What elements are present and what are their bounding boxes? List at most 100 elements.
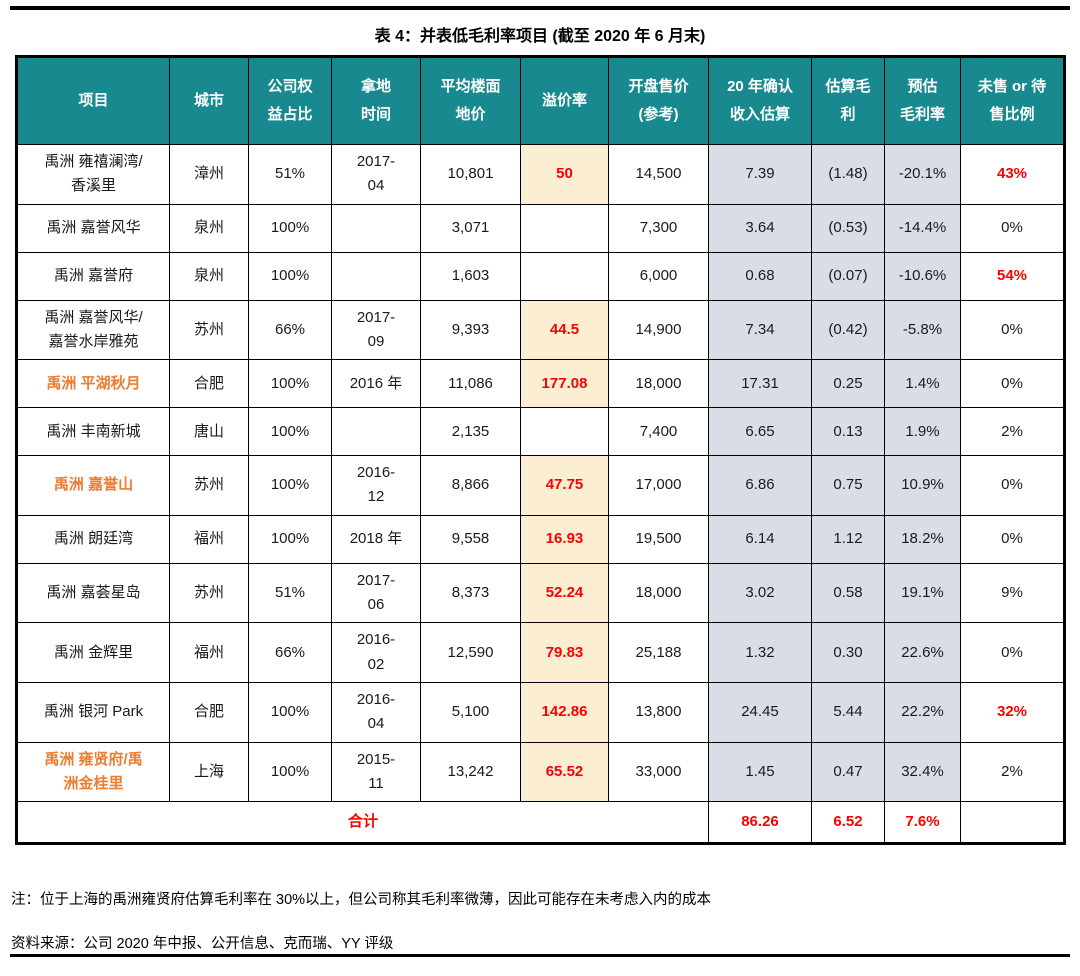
cell-opening-price: 33,000 — [608, 741, 709, 803]
cell-gross-profit: 0.30 — [811, 622, 885, 683]
cell-gross-profit: 1.12 — [811, 514, 885, 564]
cell-premium: 47.75 — [520, 455, 609, 516]
cell-opening-price: 25,188 — [608, 622, 709, 683]
cell-revenue: 6.86 — [708, 455, 812, 516]
cell-opening-price: 19,500 — [608, 514, 709, 564]
cell-city: 福州 — [169, 514, 249, 564]
cell-land-date: 2016- 02 — [331, 622, 421, 683]
cell-gross-margin: 10.9% — [884, 455, 961, 516]
cell-premium: 142.86 — [520, 681, 609, 743]
cell-land-date: 2017- 04 — [331, 144, 421, 205]
cell-unsold: 0% — [960, 622, 1065, 683]
cell-premium: 50 — [520, 144, 609, 205]
header-row: 项目 城市 公司权 益占比 拿地 时间 平均楼面 地价 溢价率 开盘售价 (参考) 20 年确… — [16, 56, 1065, 145]
cell-unsold: 54% — [960, 251, 1065, 301]
cell-floor-price: 9,393 — [420, 299, 521, 361]
cell-land-date: 2016 年 — [331, 359, 421, 409]
cell-gross-profit: 0.58 — [811, 562, 885, 624]
cell-floor-price: 12,590 — [420, 622, 521, 683]
cell-floor-price: 10,801 — [420, 144, 521, 205]
table-row: 禹洲 朗廷湾 福州 100% 2018 年 9,558 16.93 19,500 6.14 1.… — [16, 514, 1065, 564]
cell-land-date: 2017- 06 — [331, 562, 421, 624]
table-row: 禹洲 嘉誉府 泉州 100% 1,603 6,000 0.68 (0.07) -10.6% 54… — [16, 251, 1065, 301]
cell-opening-price: 7,400 — [608, 407, 709, 457]
cell-unsold: 0% — [960, 455, 1065, 516]
cell-city: 漳州 — [169, 144, 249, 205]
cell-floor-price: 3,071 — [420, 203, 521, 253]
cell-gross-margin: -10.6% — [884, 251, 961, 301]
cell-project: 禹洲 雍禧澜湾/ 香溪里 — [16, 144, 170, 205]
cell-gross-margin: -5.8% — [884, 299, 961, 361]
cell-floor-price: 5,100 — [420, 681, 521, 743]
cell-project: 禹洲 朗廷湾 — [16, 514, 170, 564]
total-row: 合计 86.26 6.52 7.6% — [16, 801, 1065, 845]
cell-unsold: 0% — [960, 359, 1065, 409]
table-row: 禹洲 雍贤府/禹 洲金桂里 上海 100% 2015- 11 13,242 65.52 33… — [16, 741, 1065, 803]
cell-opening-price: 17,000 — [608, 455, 709, 516]
cell-city: 上海 — [169, 741, 249, 803]
column-header-9: 估算毛 利 — [811, 56, 885, 145]
cell-city: 唐山 — [169, 407, 249, 457]
cell-gross-margin: 19.1% — [884, 562, 961, 624]
cell-premium: 16.93 — [520, 514, 609, 564]
cell-city: 福州 — [169, 622, 249, 683]
cell-revenue: 1.45 — [708, 741, 812, 803]
column-header-11: 未售 or 待 售比例 — [960, 56, 1065, 145]
cell-city: 苏州 — [169, 455, 249, 516]
cell-equity: 100% — [248, 741, 332, 803]
cell-premium: 44.5 — [520, 299, 609, 361]
cell-land-date: 2018 年 — [331, 514, 421, 564]
cell-revenue: 1.32 — [708, 622, 812, 683]
cell-city: 合肥 — [169, 681, 249, 743]
column-header-10: 预估 毛利率 — [884, 56, 961, 145]
cell-revenue: 6.65 — [708, 407, 812, 457]
cell-revenue: 7.39 — [708, 144, 812, 205]
cell-gross-profit: 0.13 — [811, 407, 885, 457]
cell-floor-price: 11,086 — [420, 359, 521, 409]
cell-unsold: 43% — [960, 144, 1065, 205]
cell-equity: 100% — [248, 251, 332, 301]
column-header-1: 项目 — [16, 56, 170, 145]
cell-land-date — [331, 203, 421, 253]
table-source: 资料来源：公司 2020 年中报、公开信息、克而瑞、YY 评级 — [11, 936, 394, 952]
cell-opening-price: 14,900 — [608, 299, 709, 361]
cell-revenue: 24.45 — [708, 681, 812, 743]
cell-equity: 100% — [248, 407, 332, 457]
cell-gross-profit: (0.53) — [811, 203, 885, 253]
cell-equity: 66% — [248, 299, 332, 361]
cell-equity: 100% — [248, 455, 332, 516]
cell-project: 禹洲 雍贤府/禹 洲金桂里 — [16, 741, 170, 803]
cell-unsold: 0% — [960, 299, 1065, 361]
cell-equity: 100% — [248, 359, 332, 409]
total-label: 合计 — [16, 801, 709, 845]
cell-unsold: 2% — [960, 407, 1065, 457]
table-row: 禹洲 嘉荟星岛 苏州 51% 2017- 06 8,373 52.24 18,000 3.02… — [16, 562, 1065, 624]
column-header-6: 溢价率 — [520, 56, 609, 145]
cell-unsold: 9% — [960, 562, 1065, 624]
cell-opening-price: 7,300 — [608, 203, 709, 253]
cell-project: 禹洲 丰南新城 — [16, 407, 170, 457]
bottom-rule — [10, 954, 1070, 957]
cell-gross-margin: 1.4% — [884, 359, 961, 409]
cell-gross-margin: 32.4% — [884, 741, 961, 803]
cell-gross-profit: 0.25 — [811, 359, 885, 409]
cell-gross-margin: 22.6% — [884, 622, 961, 683]
cell-project: 禹洲 嘉荟星岛 — [16, 562, 170, 624]
cell-opening-price: 18,000 — [608, 359, 709, 409]
cell-premium: 177.08 — [520, 359, 609, 409]
cell-unsold: 0% — [960, 203, 1065, 253]
total-revenue: 86.26 — [708, 801, 812, 845]
cell-gross-profit: 5.44 — [811, 681, 885, 743]
cell-gross-margin: 1.9% — [884, 407, 961, 457]
cell-equity: 100% — [248, 681, 332, 743]
cell-equity: 100% — [248, 514, 332, 564]
table-row: 禹洲 嘉誉山 苏州 100% 2016- 12 8,866 47.75 17,000 6.86… — [16, 455, 1065, 516]
column-header-4: 拿地 时间 — [331, 56, 421, 145]
column-header-8: 20 年确认 收入估算 — [708, 56, 812, 145]
table-title: 表 4：并表低毛利率项目 (截至 2020 年 6 月末) — [374, 28, 706, 45]
cell-gross-margin: -20.1% — [884, 144, 961, 205]
cell-project: 禹洲 平湖秋月 — [16, 359, 170, 409]
total-unsold — [960, 801, 1065, 845]
table-row: 禹洲 平湖秋月 合肥 100% 2016 年 11,086 177.08 18,000 17.… — [16, 359, 1065, 409]
cell-land-date: 2016- 12 — [331, 455, 421, 516]
